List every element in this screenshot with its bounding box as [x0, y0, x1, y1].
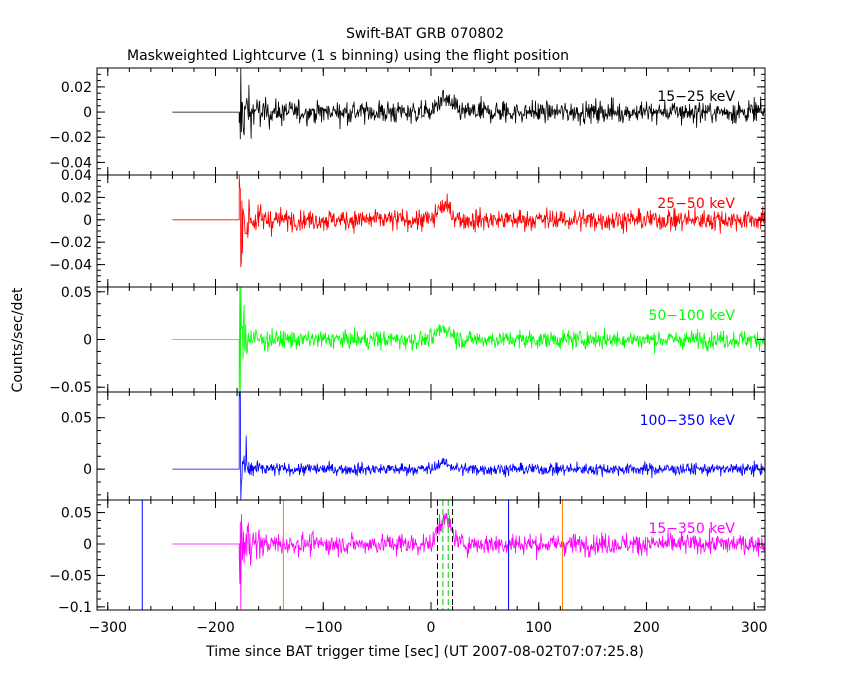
panel-5: 0.05 0 −0.05 −0.1 15−350 keV — [49, 499, 766, 616]
x-tick-label: 200 — [633, 620, 660, 636]
x-tick-label: 100 — [525, 620, 552, 636]
y-tick-label: 0 — [83, 537, 92, 553]
x-tick-label: −300 — [89, 620, 127, 636]
series-line-1 — [172, 67, 766, 140]
y-tick-label: 0 — [83, 105, 92, 121]
y-tick-label: 0 — [83, 213, 92, 229]
y-tick-label: −0.04 — [49, 258, 92, 274]
panel-frame — [96, 67, 766, 176]
panel-1: 0.02 0 −0.02 −0.04 15−25 keV — [49, 67, 766, 176]
y-tick-label: −0.05 — [49, 568, 92, 584]
panels-group: 0.02 0 −0.02 −0.04 15−25 keV 0.04 0.02 0 −0.02 −0… — [49, 67, 768, 636]
y-tick-label: 0.04 — [61, 168, 92, 184]
panel-3: 0.05 0 −0.05 50−100 keV — [49, 285, 766, 396]
y-tick-label: −0.1 — [58, 600, 92, 616]
series-line-3 — [172, 286, 766, 393]
chart-title: Swift-BAT GRB 070802 — [346, 26, 504, 42]
y-tick-label: −0.02 — [49, 130, 92, 146]
y-axis-label: Counts/sec/det — [10, 287, 26, 392]
series-line-5 — [172, 513, 766, 610]
series-line-4 — [172, 391, 766, 501]
legend-entry-5: 15−350 keV — [648, 521, 735, 537]
x-tick-label: 0 — [427, 620, 436, 636]
panel-frame — [96, 499, 766, 611]
panel-frame — [96, 391, 766, 501]
y-tick-label: −0.02 — [49, 235, 92, 251]
legend-entry-4: 100−350 keV — [640, 413, 736, 429]
y-tick-label: 0.05 — [61, 411, 92, 427]
y-tick-label: 0 — [83, 462, 92, 478]
y-tick-label: 0.05 — [61, 285, 92, 301]
x-tick-label: −100 — [304, 620, 342, 636]
y-tick-label: 0.02 — [61, 80, 92, 96]
series-line-2 — [172, 174, 766, 268]
legend-entry-1: 15−25 keV — [657, 89, 735, 105]
x-tick-label: −200 — [196, 620, 234, 636]
panel-2: 0.04 0.02 0 −0.02 −0.04 25−50 keV — [49, 168, 766, 288]
y-tick-label: 0.05 — [61, 506, 92, 522]
legend-entry-3: 50−100 keV — [648, 308, 735, 324]
y-tick-label: 0.02 — [61, 190, 92, 206]
y-tick-label: −0.05 — [49, 380, 92, 396]
legend-entry-2: 25−50 keV — [657, 196, 735, 212]
x-tick-label: 300 — [741, 620, 768, 636]
panel-4: 0.05 0 100−350 keV — [61, 391, 766, 501]
y-tick-label: −0.04 — [49, 155, 92, 171]
y-tick-label: 0 — [83, 333, 92, 349]
x-axis-label: Time since BAT trigger time [sec] (UT 20… — [205, 644, 644, 660]
chart-subtitle: Maskweighted Lightcurve (1 s binning) us… — [127, 48, 569, 64]
panel-frame — [96, 174, 766, 288]
